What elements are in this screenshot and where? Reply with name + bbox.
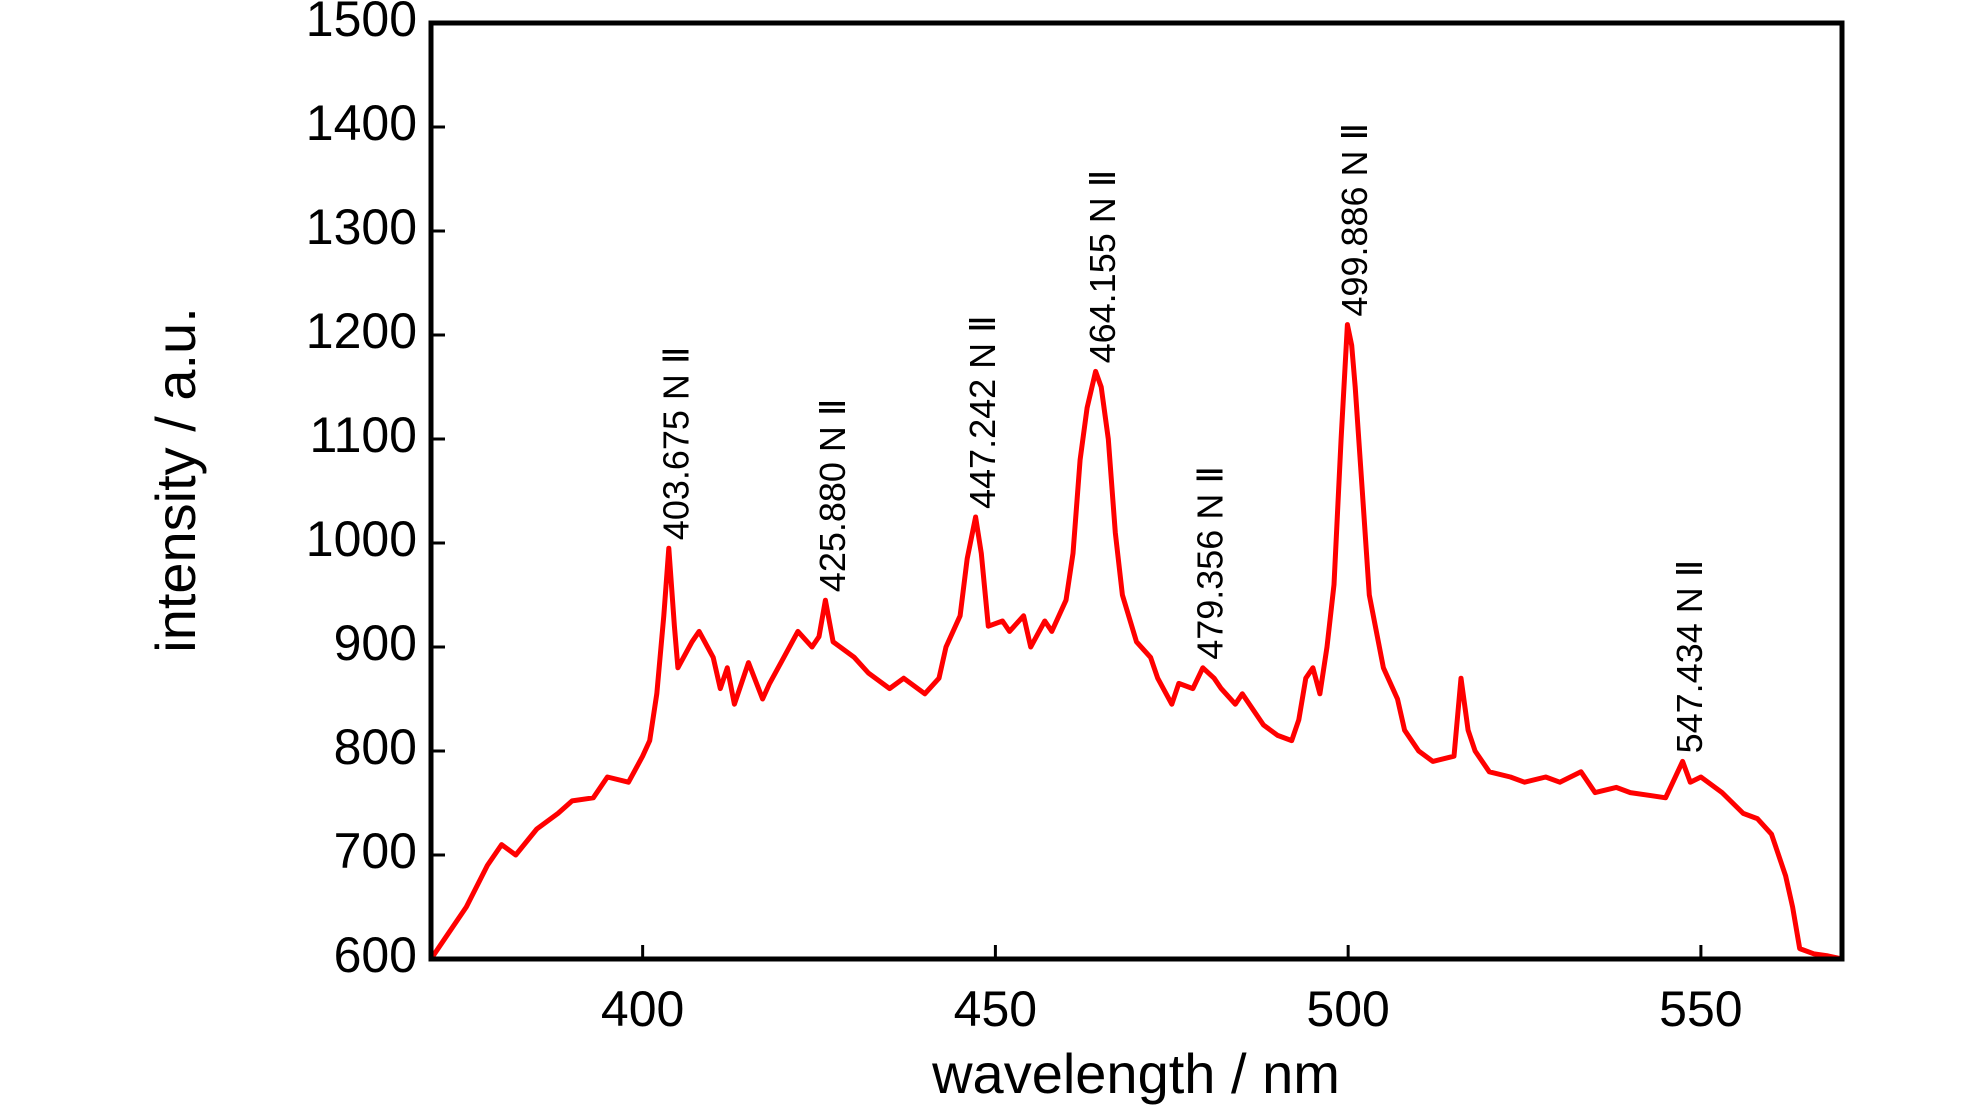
x-tick-label: 400 (601, 981, 684, 1037)
peak-annotation: 425.880 N Ⅱ (812, 398, 853, 592)
x-tick-label: 500 (1306, 981, 1389, 1037)
x-tick-label: 450 (954, 981, 1037, 1037)
spectrum-line (428, 322, 1843, 962)
y-tick-label: 600 (334, 927, 417, 983)
x-axis-title: wavelength / nm (931, 1042, 1340, 1105)
y-tick-label: 1500 (306, 0, 417, 47)
y-tick-label: 1000 (306, 511, 417, 567)
peak-annotation: 547.434 N Ⅱ (1669, 560, 1710, 754)
peak-annotation: 464.155 N Ⅱ (1082, 170, 1123, 364)
y-tick-label: 1300 (306, 199, 417, 255)
y-tick-label: 800 (334, 719, 417, 775)
peak-annotation: 499.886 N Ⅱ (1334, 123, 1375, 317)
peak-annotation: 447.242 N Ⅱ (962, 315, 1003, 509)
x-tick-label: 550 (1659, 981, 1742, 1037)
peak-annotation: 479.356 N Ⅱ (1189, 466, 1230, 660)
y-tick-label: 900 (334, 615, 417, 671)
peak-annotation: 403.675 N Ⅱ (655, 346, 696, 540)
y-tick-label: 1400 (306, 95, 417, 151)
y-axis-title: intensity / a.u. (144, 307, 207, 653)
y-tick-label: 1200 (306, 303, 417, 359)
plot-frame (428, 20, 1845, 962)
y-tick-label: 1100 (309, 407, 417, 463)
y-tick-label: 700 (334, 823, 417, 879)
